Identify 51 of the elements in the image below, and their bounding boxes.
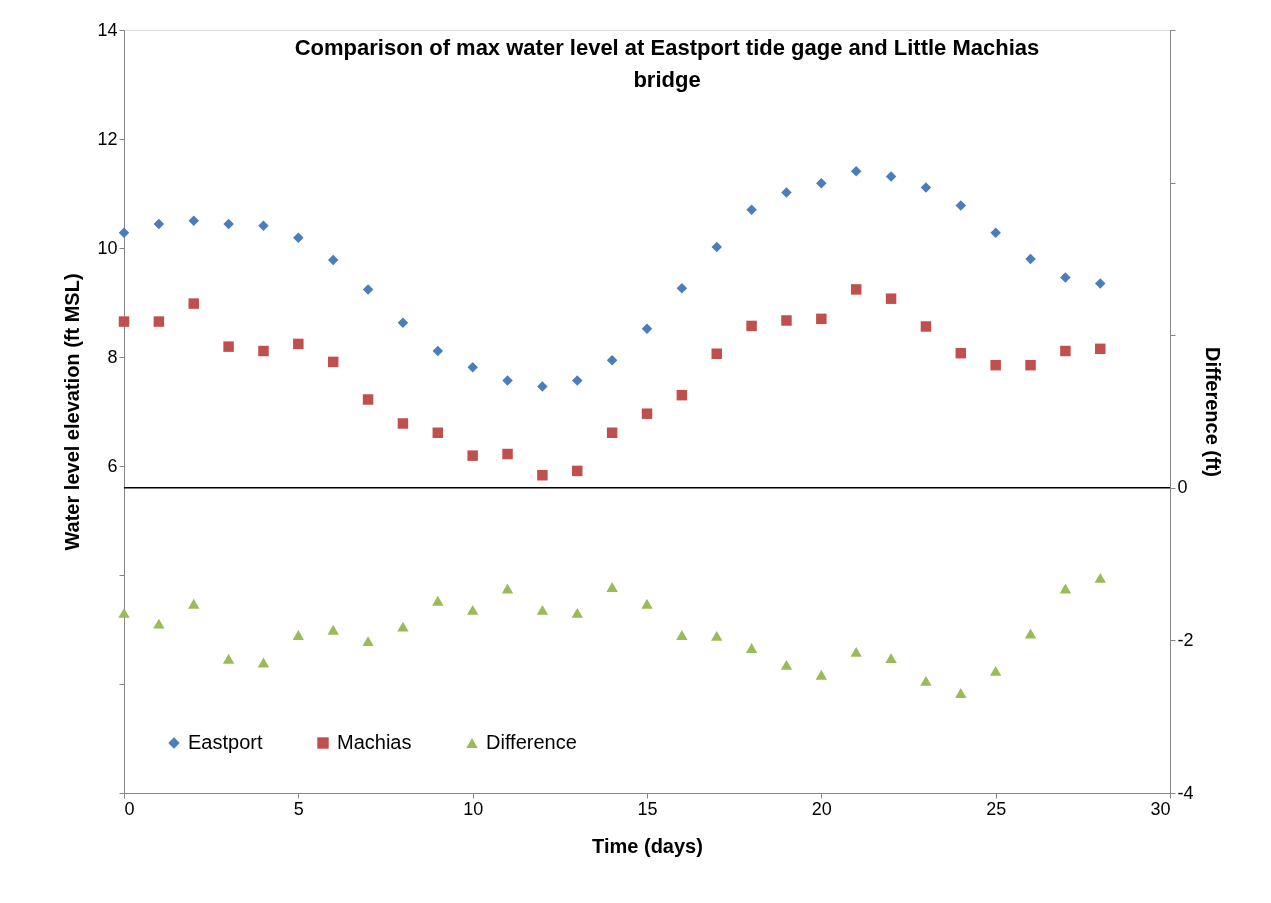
point: [501, 583, 514, 594]
point: [711, 630, 723, 641]
point: [327, 624, 339, 635]
point: [571, 608, 583, 618]
x-tick-label: 0: [124, 798, 135, 819]
point: [432, 595, 444, 606]
point: [188, 598, 200, 609]
point: [780, 659, 793, 670]
point: [292, 630, 305, 640]
point: [397, 621, 409, 632]
y-axis-title: Water level elevation (ft MSL): [61, 273, 84, 551]
x-tick-label: 5: [293, 798, 304, 819]
y-tick-label: 10: [97, 237, 118, 258]
point: [885, 653, 897, 663]
y-tick-label: 8: [107, 346, 118, 367]
point: [745, 643, 758, 653]
y-tick-label: 12: [97, 128, 118, 149]
point: [989, 665, 1002, 676]
point: [1094, 572, 1106, 583]
y-tick-label: 6: [107, 455, 118, 476]
y2-tick-label: -4: [1177, 782, 1194, 803]
legend-label: Eastport: [188, 731, 263, 753]
point: [222, 653, 235, 664]
x-tick-label: 15: [637, 798, 658, 819]
point: [257, 657, 270, 668]
point: [362, 636, 374, 647]
x-tick-label: 20: [811, 798, 832, 819]
point: [466, 604, 479, 615]
y2-axis-title: Difference (ft): [1201, 346, 1224, 478]
point: [118, 608, 130, 618]
y-tick-label: 14: [97, 19, 118, 40]
x-axis-title: Time (days): [592, 834, 703, 857]
legend-label: Difference: [486, 731, 577, 753]
point: [606, 582, 618, 592]
point: [1024, 628, 1037, 639]
point: [955, 688, 967, 698]
text: Comparison of max water level at Eastport tide gage and Little Machias bridge: [294, 35, 1040, 92]
point: [153, 618, 165, 629]
point: [920, 675, 932, 686]
point: [1059, 583, 1072, 594]
point: [536, 604, 549, 615]
x-tick-label: 25: [986, 798, 1007, 819]
x-tick-label: 10: [463, 798, 484, 819]
point: [676, 630, 688, 640]
point: [815, 669, 828, 680]
x-tick-label: 30: [1150, 798, 1171, 819]
point: [850, 646, 862, 657]
y2-tick-label: 0: [1177, 477, 1188, 498]
y2-tick-label: -2: [1177, 629, 1194, 650]
legend-label: Machias: [337, 731, 412, 753]
point: [641, 598, 653, 609]
